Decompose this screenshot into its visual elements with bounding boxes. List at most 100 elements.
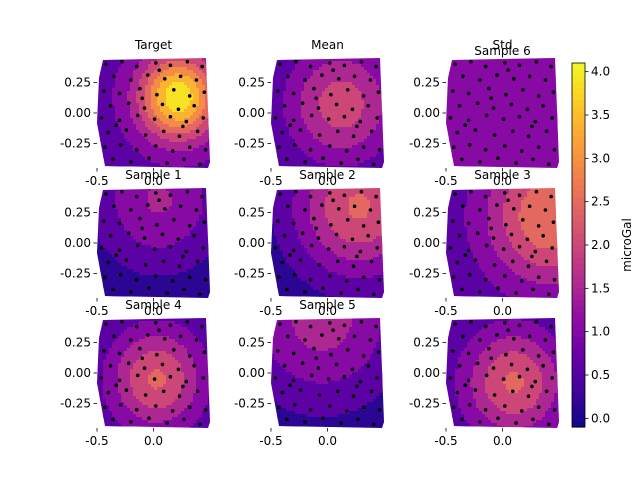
y-tick-label: 0.25 (413, 335, 440, 349)
sample-point (475, 361, 480, 366)
colorbar-segment (572, 232, 585, 240)
colorbar-segment (572, 299, 585, 307)
sample-point (492, 133, 497, 137)
colorbar-segment (572, 342, 585, 349)
colorbar-tick-label: 0.0 (591, 411, 610, 425)
x-tick-label: -0.5 (85, 434, 108, 448)
axes: 0.25 0.00 -0.25 -0.5 0.0 (234, 335, 337, 448)
sample-point (182, 417, 186, 422)
y-tick-label: -0.25 (60, 397, 91, 411)
sample-point (473, 258, 478, 262)
colorbar-segment (572, 372, 585, 380)
sample-point (339, 161, 343, 165)
sample-point (355, 124, 359, 129)
sample-point (124, 128, 129, 132)
sample-point (495, 333, 499, 337)
sample-point (457, 363, 462, 368)
x-tick-label: -0.5 (434, 434, 457, 448)
x-tick-label: 0.0 (144, 174, 163, 188)
sample-point (541, 233, 545, 238)
sample-point (536, 224, 541, 228)
sample-point (316, 106, 321, 110)
sample-point (334, 232, 339, 237)
sample-point (312, 346, 316, 351)
y-tick-label: -0.25 (409, 397, 440, 411)
sample-point (351, 394, 356, 399)
sample-point (530, 254, 534, 259)
x-tick-label: 0.0 (493, 304, 512, 318)
sample-point (466, 118, 471, 123)
sample-point (308, 147, 313, 152)
sample-point (466, 91, 471, 96)
sample-point (374, 324, 378, 329)
sample-point (182, 157, 186, 162)
sample-point (469, 319, 473, 324)
sample-point (192, 103, 196, 108)
sample-point (160, 232, 165, 237)
sample-point (326, 247, 331, 251)
sample-point (549, 324, 553, 329)
axes: 0.25 0.00 -0.25 -0.5 0.0 (234, 205, 337, 318)
colorbar-segment (572, 111, 585, 119)
sample-point (514, 291, 518, 295)
sample-point (359, 59, 364, 64)
sample-point (372, 422, 376, 427)
sample-point (487, 86, 491, 91)
colorbar-segment (572, 354, 585, 361)
sample-point (467, 273, 472, 277)
colorbar-segment (572, 117, 585, 125)
sample-point (200, 194, 204, 199)
sample-point (317, 133, 322, 137)
sample-point (453, 192, 457, 196)
sample-point (352, 204, 357, 209)
sample-point (509, 232, 514, 237)
sample-point (294, 59, 298, 64)
sample-point (463, 383, 468, 388)
axes: 0.25 0.00 -0.25 -0.5 0.0 (60, 75, 163, 188)
sample-point (135, 113, 140, 118)
sample-point (111, 157, 115, 162)
panel-1: 0.25 0.00 -0.25 -0.5 0.0 Target (60, 38, 210, 188)
sample-point (346, 218, 350, 222)
sample-point (135, 373, 140, 378)
sample-point (331, 328, 335, 333)
sample-point (452, 275, 456, 280)
sample-point (372, 292, 376, 297)
y-tick-label: 0.25 (64, 205, 91, 219)
colorbar-segment (572, 311, 585, 319)
sample-point (120, 189, 124, 194)
sample-point (184, 379, 189, 384)
sample-point (376, 220, 381, 224)
sample-point (276, 349, 280, 353)
colorbar-segment (572, 190, 585, 198)
sample-point (309, 243, 314, 248)
sample-point (552, 407, 557, 412)
sample-point (117, 248, 122, 253)
colorbar-segment (572, 414, 585, 422)
sample-point (112, 74, 116, 79)
sample-point (184, 249, 189, 254)
sample-point (104, 62, 108, 66)
sample-point (309, 113, 314, 118)
sample-point (356, 417, 360, 422)
sample-point (163, 77, 167, 81)
sample-point (273, 376, 278, 380)
sample-point (111, 417, 115, 422)
sample-point (291, 248, 296, 253)
sample-point (374, 64, 378, 69)
y-tick-label: 0.25 (238, 75, 265, 89)
sample-point (312, 86, 316, 91)
sample-point (146, 333, 150, 337)
sample-point (300, 361, 305, 366)
colorbar-segment (572, 269, 585, 276)
sample-point (478, 160, 482, 164)
sample-point (466, 351, 471, 356)
sample-point (143, 263, 148, 267)
sample-point (103, 405, 107, 410)
sample-point (531, 287, 535, 292)
sample-point (521, 348, 525, 352)
panel-title: Std (493, 38, 513, 52)
sample-point (176, 237, 181, 242)
sample-point (551, 90, 556, 94)
